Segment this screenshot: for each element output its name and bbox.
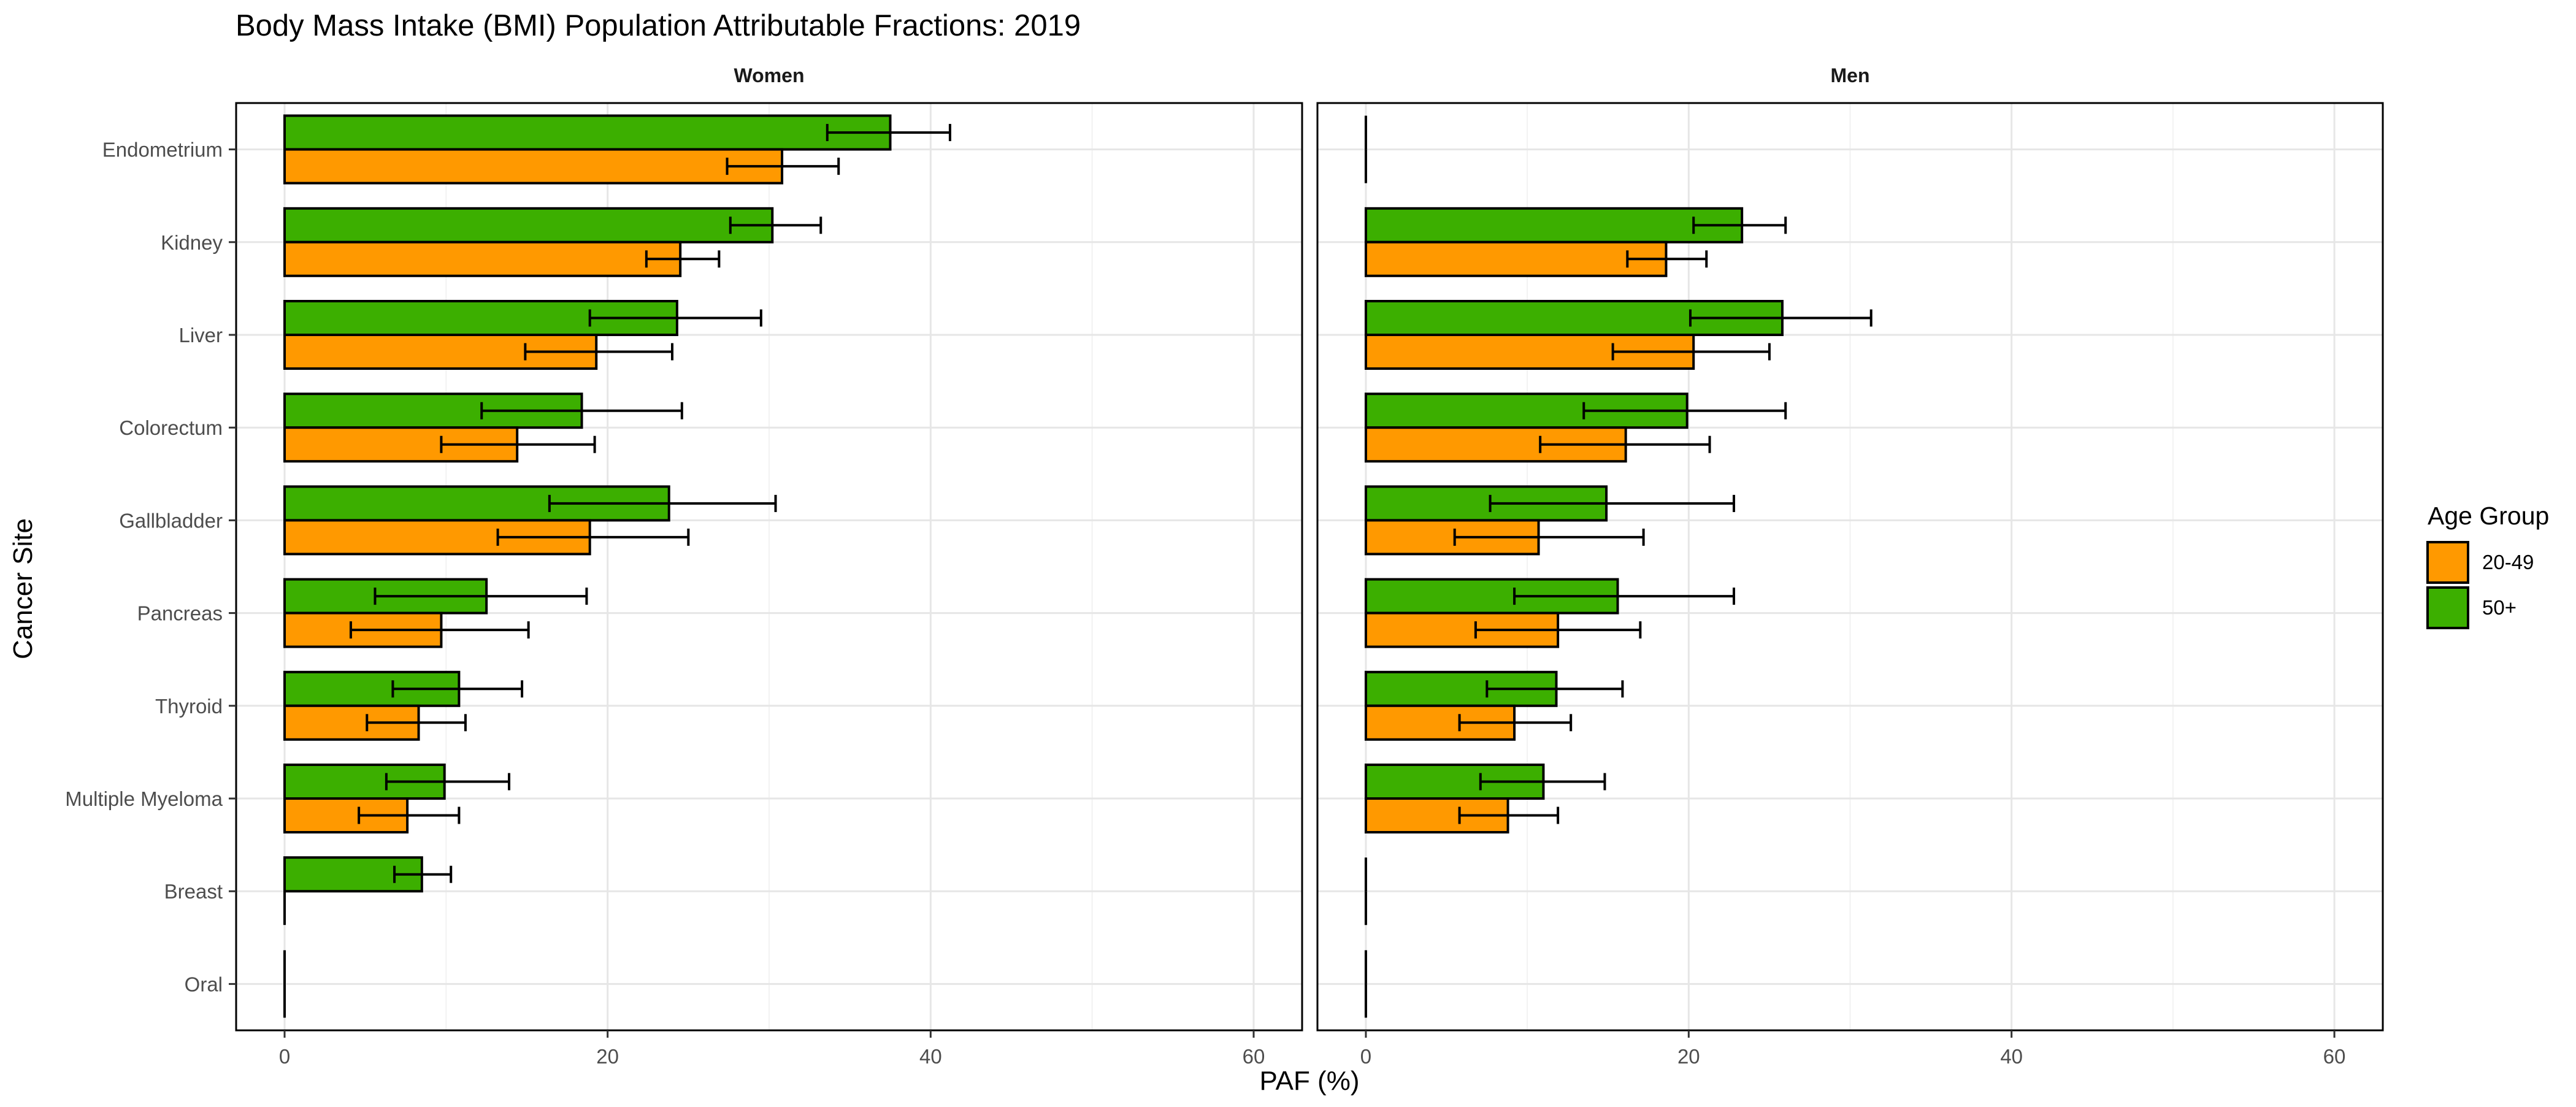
y-tick-label: Endometrium	[102, 139, 223, 161]
x-tick-label: 20	[1677, 1045, 1700, 1068]
y-tick-label: Thyroid	[155, 695, 223, 718]
x-tick-label: 40	[919, 1045, 942, 1068]
y-tick-label: Oral	[185, 973, 223, 995]
y-tick-label: Liver	[178, 324, 223, 347]
bar-20-49	[283, 240, 682, 277]
panel-strip-label: Men	[1831, 64, 1870, 86]
y-tick-label: Breast	[164, 880, 223, 903]
legend-title: Age Group	[2428, 502, 2549, 530]
y-tick-label: Kidney	[161, 231, 223, 254]
legend-key	[2426, 541, 2469, 584]
x-tick-label: 60	[1243, 1045, 1265, 1068]
y-axis-title: Cancer Site	[8, 518, 38, 659]
legend-label: 20-49	[2482, 551, 2534, 573]
x-tick-label: 60	[2323, 1045, 2346, 1068]
y-tick-label: Gallbladder	[119, 509, 223, 532]
legend-key	[2426, 586, 2469, 629]
y-tick-label: Colorectum	[119, 416, 223, 439]
bar-50+	[1364, 207, 1744, 243]
panel-border	[1316, 102, 2384, 1032]
panels-layer: Women 0 20 40 60 Endometrium Kidney Liver Colore…	[65, 64, 2384, 1068]
x-tick-label: 20	[596, 1045, 619, 1068]
bar-20-49	[1364, 240, 1668, 277]
bar-50+	[283, 207, 774, 243]
bar-20-49	[1364, 334, 1695, 370]
x-tick-label: 0	[1360, 1045, 1371, 1068]
panel-men: Men 0 20 40 60	[1316, 64, 2384, 1068]
x-axis-title: PAF (%)	[1260, 1066, 1360, 1096]
x-tick-label: 40	[2000, 1045, 2023, 1068]
bar-50+	[283, 114, 892, 151]
panel-strip-label: Women	[734, 64, 805, 86]
y-tick-label: Multiple Myeloma	[65, 787, 223, 810]
panel-border	[235, 102, 1303, 1032]
bar-20-49	[283, 148, 784, 185]
y-tick-label: Pancreas	[137, 602, 223, 625]
x-tick-label: 0	[279, 1045, 290, 1068]
panel-women: Women 0 20 40 60 Endometrium Kidney Liver Colore…	[65, 64, 1303, 1068]
legend: Age Group 20-49 50+	[2426, 502, 2549, 629]
chart-title: Body Mass Intake (BMI) Population Attrib…	[236, 9, 1081, 42]
legend-label: 50+	[2482, 596, 2517, 619]
